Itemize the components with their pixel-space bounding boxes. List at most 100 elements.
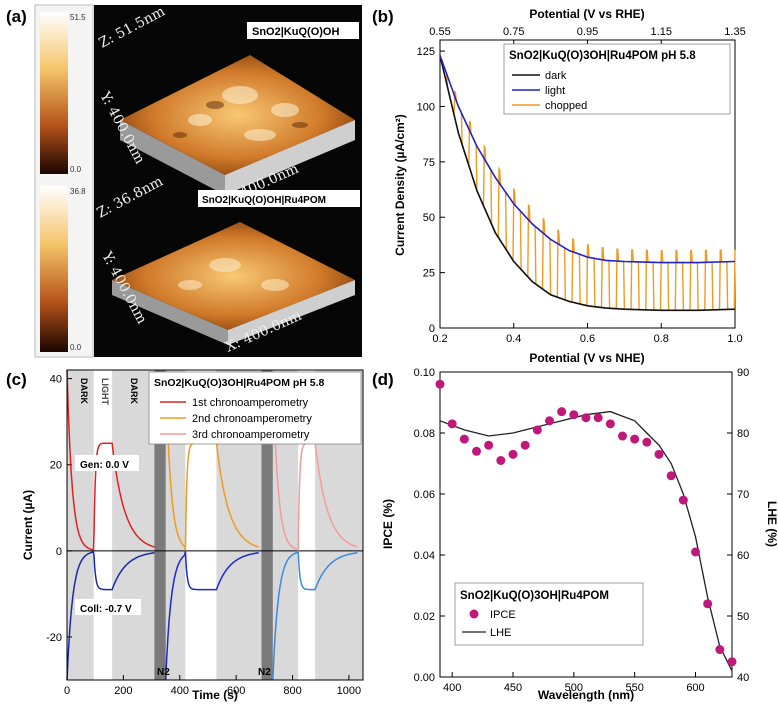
d-chart-title: SnO2|KuQ(O)3OH|Ru4POM (460, 590, 609, 602)
d-y-tick-label: 0.08 (414, 428, 435, 440)
b-y-tick-label: 75 (423, 157, 435, 169)
c-y-tick-label: 20 (50, 460, 62, 472)
ipce-point (496, 455, 506, 465)
series-group-b: 0.2 0.4 0.6 0.8 1.0 0.55 0.75 0.95 1.15 1.35 0 25 50… (417, 26, 746, 345)
c-x-tick-label: 200 (114, 685, 132, 697)
panel-b-label: (b) (372, 7, 394, 26)
ipce-point (703, 599, 713, 609)
d-y-tick-label: 0.10 (414, 367, 435, 379)
d-x-tick-label: 600 (686, 682, 704, 694)
series-1st-generator (66, 369, 155, 551)
b-x2-axis-label: Potential (V vs RHE) (529, 7, 644, 21)
series-lhe (439, 410, 733, 672)
ipce-point (557, 407, 567, 417)
b-x-tick-label: 1.0 (727, 333, 742, 345)
afm-top-title: SnO2|KuQ(O)OH (252, 26, 339, 38)
c-n2-band (154, 370, 166, 680)
c-y-tick-label: -20 (46, 632, 62, 644)
ipce-point (472, 446, 481, 456)
c-x-tick-label: 600 (227, 685, 245, 697)
d-y2-tick-label: 90 (737, 367, 749, 379)
colorbar-bottom-min: 0.0 (70, 343, 82, 352)
b-x-tick-label: 0.8 (654, 333, 669, 345)
ipce-point (618, 431, 627, 441)
ipce-point (678, 495, 688, 505)
b-x-tick-label: 0.4 (506, 333, 521, 345)
afm-base-bottom-left (112, 280, 228, 345)
ipce-point (532, 425, 542, 435)
legend-label-2nd: 2nd chronoamperometry (192, 413, 312, 425)
legend-label-ipce: IPCE (490, 609, 516, 621)
d-y2-tick-label: 60 (737, 550, 749, 562)
c-n2-band (261, 370, 273, 680)
ipce-point (581, 413, 591, 423)
colorbar-bottom (40, 186, 68, 352)
ipce-point (593, 413, 603, 423)
c-region-light: LIGHT (100, 378, 110, 405)
afm-bottom-title: SnO2|KuQ(O)OH|Ru4POM (202, 195, 326, 206)
ipce-point (727, 657, 737, 667)
b-x-axis-label: Potential (V vs NHE) (529, 351, 644, 365)
b-y-axis-label: Current Density (µA/cm²) (393, 114, 407, 256)
legend-label-lhe: LHE (490, 627, 511, 639)
afm-bumps-bottom (178, 258, 289, 291)
afm-bottom-title-box (198, 190, 360, 207)
series-light (439, 55, 736, 264)
b-x-tick-label: 0.6 (580, 333, 595, 345)
ipce-point (520, 440, 530, 450)
b-y-tick-label: 100 (417, 101, 435, 113)
c-x-tick-label: 400 (171, 685, 189, 697)
c-coll-label-box (75, 599, 141, 615)
series-group-d: 400 450 500 550 600 0.00 0.02 0.04 0.06 0.08 0.10 4… (414, 367, 750, 694)
d-y-tick-label: 0.00 (414, 672, 435, 684)
d-x-tick-label: 550 (625, 682, 643, 694)
panel-d-label: (d) (372, 370, 394, 389)
ipce-point (447, 419, 457, 429)
afm-base-top-left (120, 120, 225, 195)
ipce-point (484, 440, 494, 450)
legend-label-chopped: chopped (545, 100, 587, 112)
d-x-tick-label: 400 (443, 682, 461, 694)
colorbar-top (40, 12, 68, 174)
d-y-axis-label: IPCE (%) (381, 499, 395, 549)
d-x-tick-label: 500 (565, 682, 583, 694)
ipce-point (691, 547, 700, 557)
legend-label-1st: 1st chronoamperometry (192, 397, 309, 409)
d-legend-box (454, 582, 644, 646)
panel-d: (d) 400 450 500 550 600 0.00 0.02 0.04 0.06 0.08 0… (372, 367, 778, 702)
panel-a-label: (a) (6, 7, 27, 26)
d-y-tick-label: 0.02 (414, 611, 435, 623)
afm-bumps-top (188, 86, 299, 141)
b-x2-tick-label: 0.75 (503, 26, 524, 38)
colorbar-bottom-max: 36.8 (70, 187, 86, 196)
plot-frame-c (66, 369, 364, 681)
ipce-point (630, 434, 640, 444)
ipce-point (666, 471, 676, 481)
c-light-band (93, 370, 113, 680)
b-x2-tick-label: 0.95 (577, 26, 598, 38)
panel-a: (a) 51.5 0.0 36.8 0.0 Z: 51.5nm Y: 400.0… (6, 3, 362, 358)
afm-base-bottom-right (228, 280, 355, 345)
c-x-tick-label: 1000 (337, 685, 361, 697)
b-x2-tick-label: 1.35 (724, 26, 745, 38)
d-x-axis-label: Wavelength (nm) (538, 688, 634, 702)
afm-top-title-box (247, 22, 359, 39)
b-y-tick-label: 50 (423, 212, 435, 224)
c-n2-label-2: N2 (258, 667, 271, 678)
c-n2-label-1: N2 (157, 667, 170, 678)
colorbar-top-max: 51.5 (70, 13, 86, 22)
legend-label-light: light (545, 85, 565, 97)
ipce-point (654, 449, 664, 459)
b-chart-title: SnO2|KuQ(O)3OH|Ru4POM pH 5.8 (509, 50, 696, 62)
ipce-point (569, 410, 579, 420)
c-region-dark-2: DARK (129, 378, 139, 404)
c-chart-title: SnO2|KuQ(O)3OH|Ru4POM pH 5.8 (154, 377, 325, 389)
legend-label-3rd: 3rd chronoamperometry (192, 429, 310, 441)
b-y-tick-label: 125 (417, 46, 435, 58)
ipce-point (435, 379, 445, 389)
series-2nd-collector (164, 550, 259, 681)
d-y2-tick-label: 40 (737, 672, 749, 684)
panel-b: (b) 0.2 0.4 0.6 0.8 1.00.55 0.75 0.95 1.15 1.350… (372, 7, 746, 365)
ipce-point (715, 645, 725, 655)
